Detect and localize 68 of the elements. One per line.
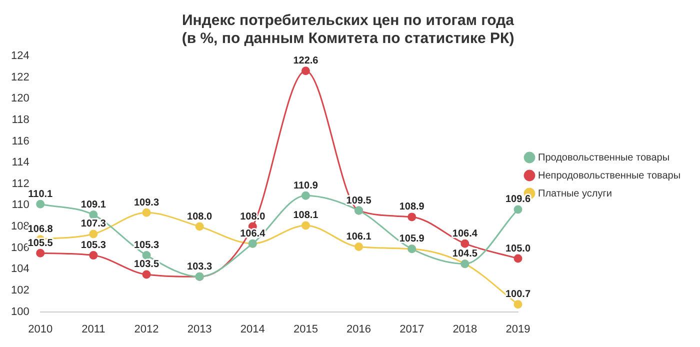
data-label: 103.5 [134,259,160,270]
legend-label: Продовольственные товары [538,152,670,164]
y-tick-label: 122 [10,71,30,84]
point [142,270,151,279]
data-label: 109.1 [80,200,106,211]
x-tick-label: 2015 [293,323,318,336]
chart-subtitle: (в %, по данным Комитета по статистике РК) [182,30,514,48]
data-label: 122.6 [293,56,319,67]
chart-title: Индекс потребительских цен по итогам года [182,12,515,30]
y-tick-label: 110 [12,199,30,212]
data-label: 104.5 [452,248,478,260]
data-label: 108.0 [187,211,213,222]
point [89,230,98,238]
y-tick-label: 104 [10,263,30,276]
point [142,251,151,260]
point [195,222,204,231]
data-label: 109.6 [505,194,531,206]
x-tick-label: 2016 [346,323,372,336]
point [89,210,98,220]
x-tick-label: 2019 [506,323,530,336]
data-label: 106.4 [452,228,478,240]
x-tick-label: 2012 [134,323,159,336]
legend-label: Платные услуги [538,188,612,200]
point [408,212,416,222]
data-label: 108.9 [399,202,425,213]
x-tick-label: 2013 [187,323,212,336]
y-tick-label: 118 [12,114,30,126]
point [301,191,310,200]
x-tick-label: 2011 [82,323,106,336]
data-label: 105.0 [505,243,531,254]
data-label: 108.1 [293,210,319,222]
point [36,248,45,258]
data-label: 105.5 [28,238,54,249]
y-tick-label: 100 [10,306,30,318]
y-tick-label: 124 [10,50,30,62]
point [301,66,310,76]
y-tick-label: 108 [10,220,30,233]
x-tick-label: 2018 [452,323,478,336]
y-tick-label: 116 [12,135,30,148]
point [514,205,522,214]
point [514,300,522,309]
y-tick-label: 120 [10,92,30,105]
x-tick-label: 2014 [240,323,265,336]
point [301,221,310,230]
data-label: 110.1 [28,188,54,200]
x-tick-label: 2010 [28,323,53,336]
legend-label: Непродовольственные товары [538,170,681,182]
data-label: 105.3 [134,240,160,252]
y-tick-label: 112 [12,178,30,190]
data-label: 106.8 [28,224,54,236]
y-tick-label: 114 [12,156,30,169]
point [460,239,470,248]
data-label: 106.1 [346,232,372,243]
point [89,251,98,260]
point [142,208,151,217]
data-label: 105.3 [80,240,106,252]
y-tick-label: 106 [10,242,30,254]
x-tick-label: 2017 [400,323,424,336]
point [36,200,45,208]
data-label: 105.9 [399,234,425,245]
data-label: 110.9 [293,180,318,192]
point [354,242,364,252]
data-label: 103.3 [187,261,213,272]
data-label: 109.3 [134,197,160,208]
point [514,254,522,263]
data-label: 107.3 [80,218,106,230]
data-label: 100.7 [505,289,531,300]
y-tick-label: 102 [10,284,30,297]
